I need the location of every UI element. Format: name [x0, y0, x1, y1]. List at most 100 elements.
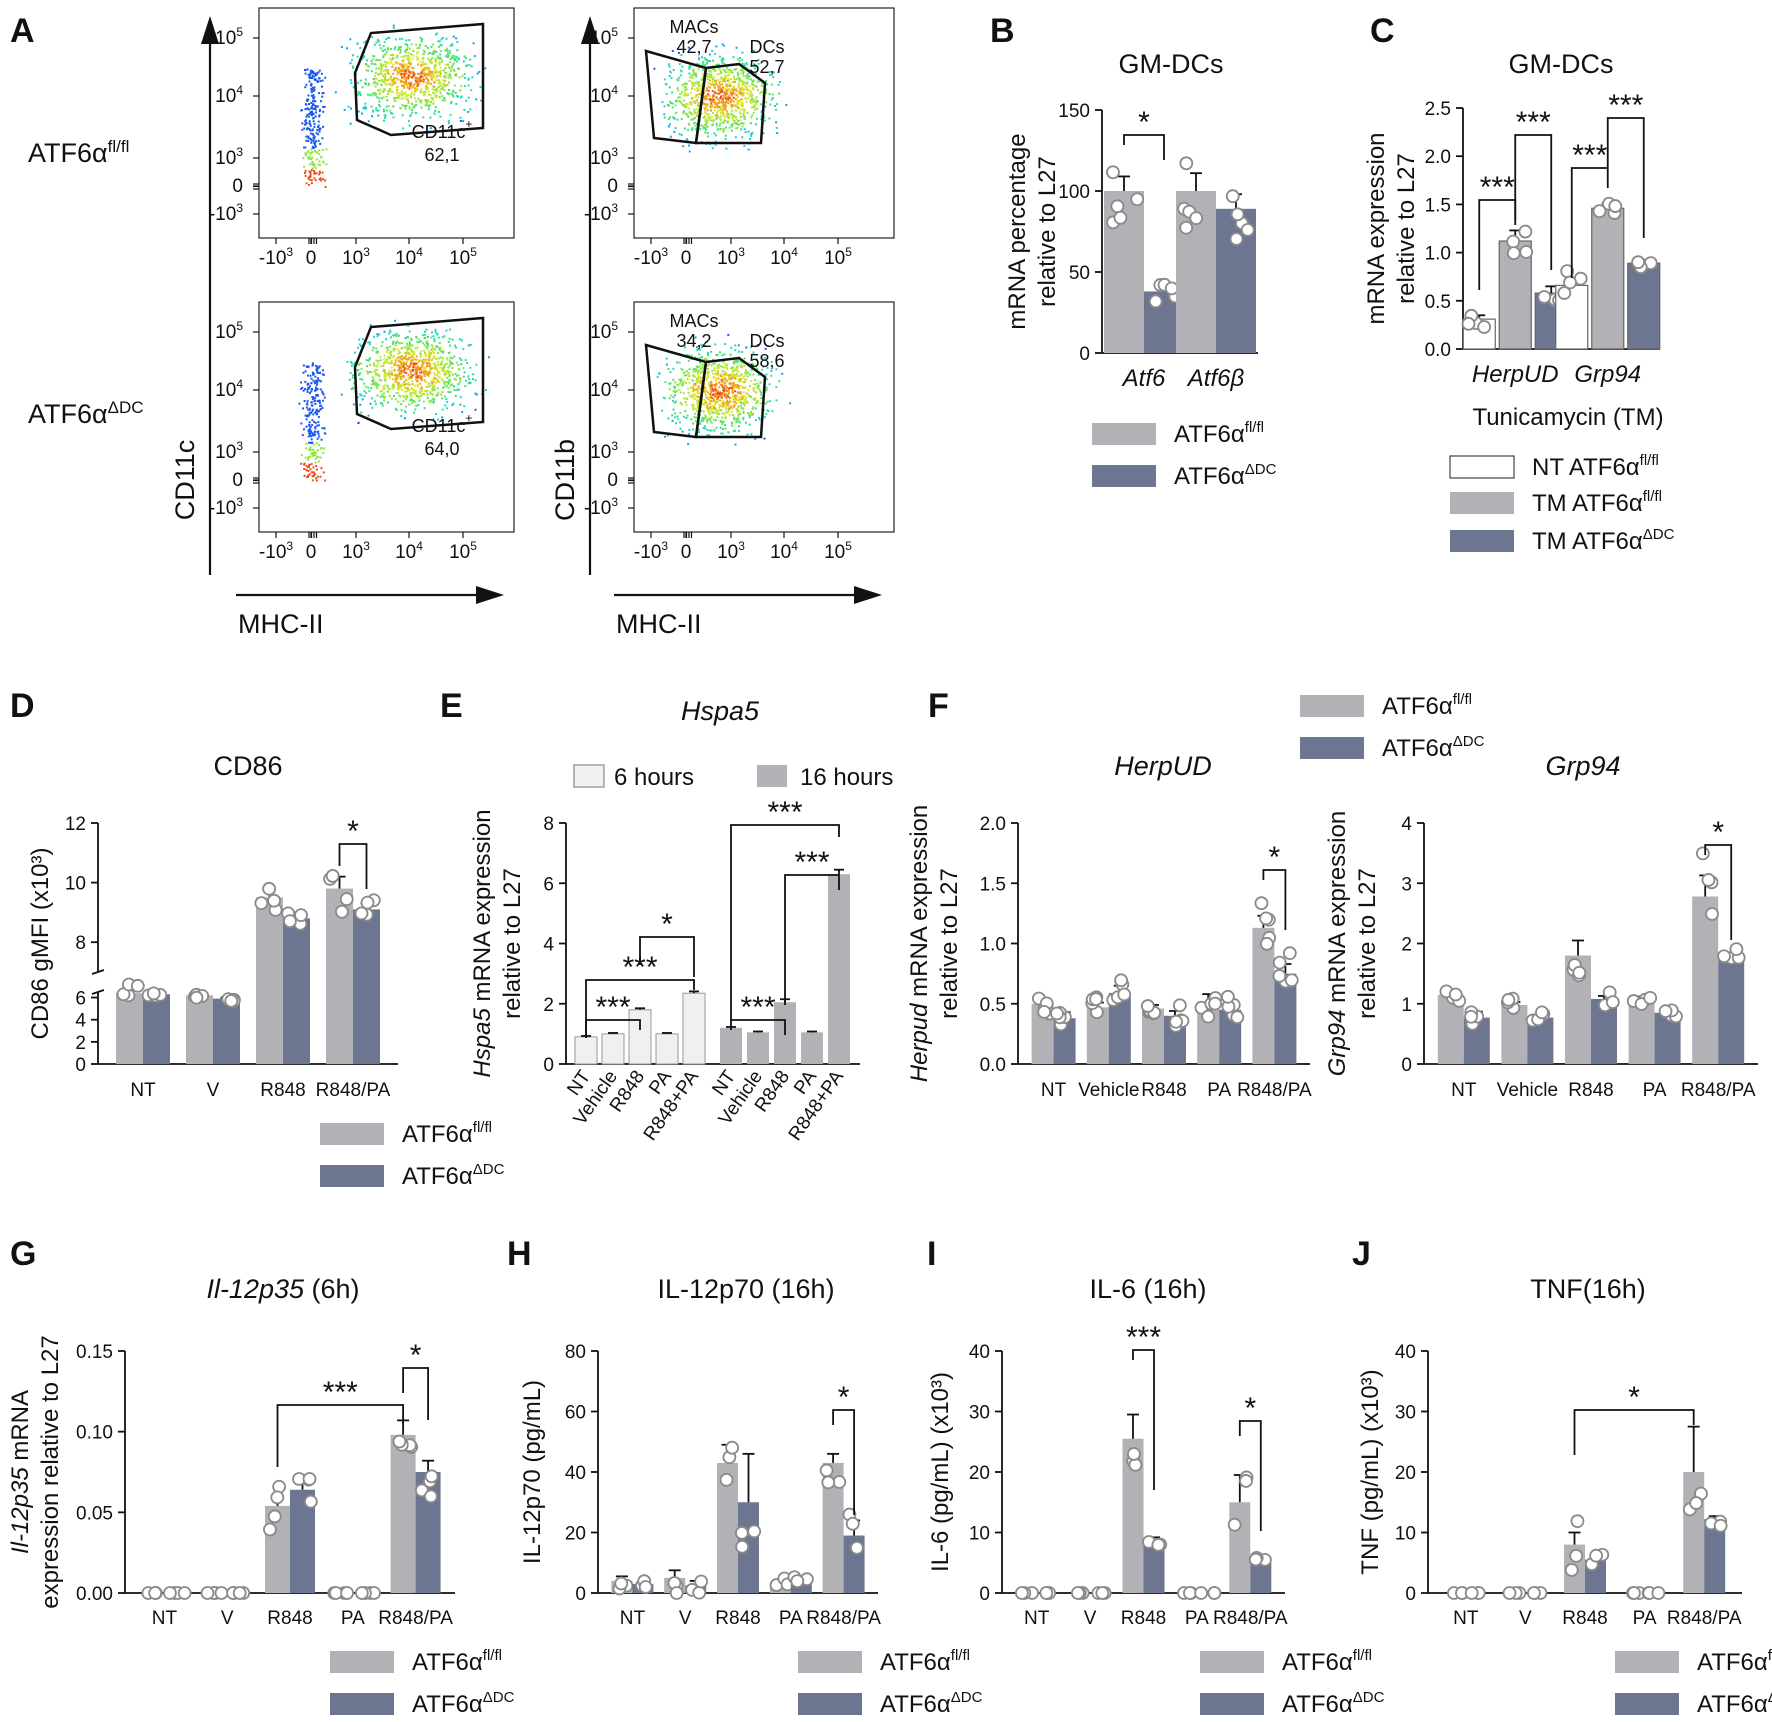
dot	[661, 409, 664, 412]
dot	[406, 361, 408, 364]
dot	[712, 411, 715, 414]
dot	[707, 89, 710, 92]
dot	[709, 393, 712, 396]
dot	[377, 360, 380, 362]
dot	[684, 381, 687, 384]
dot	[704, 98, 707, 101]
dot	[422, 53, 425, 56]
dot	[714, 102, 717, 105]
dot	[428, 352, 431, 355]
dot	[693, 389, 696, 392]
dot	[390, 362, 393, 365]
dot	[442, 82, 445, 85]
dot	[687, 128, 690, 131]
dot	[692, 118, 695, 121]
dot	[752, 111, 755, 114]
dot	[668, 388, 671, 391]
dot	[321, 392, 324, 395]
dot	[694, 116, 696, 119]
dot	[445, 397, 448, 400]
dot	[394, 342, 397, 345]
dot	[429, 58, 432, 61]
dot	[739, 398, 742, 401]
dot	[680, 133, 683, 136]
dot	[387, 48, 389, 51]
dot	[315, 365, 318, 367]
dot	[385, 38, 388, 41]
dot	[303, 172, 306, 174]
dot	[334, 91, 337, 94]
dot	[387, 89, 389, 92]
dot	[708, 69, 711, 72]
dot	[411, 369, 414, 372]
dot	[434, 348, 437, 351]
dot	[321, 427, 324, 430]
bar-E	[574, 1036, 598, 1065]
dot	[376, 38, 379, 41]
dot	[368, 343, 371, 346]
dot	[412, 400, 415, 403]
dot	[713, 109, 716, 112]
dot	[706, 371, 709, 374]
dot	[443, 96, 446, 99]
dot	[441, 366, 444, 369]
dot	[447, 366, 450, 369]
dot	[319, 405, 322, 407]
dot	[438, 61, 441, 64]
dot	[695, 94, 698, 97]
dot	[742, 71, 745, 73]
dot	[734, 98, 737, 100]
dot	[319, 408, 322, 411]
dot	[400, 89, 403, 92]
dot	[404, 64, 407, 67]
dot	[747, 97, 750, 100]
dot	[311, 145, 314, 148]
dot	[715, 45, 718, 48]
dot	[678, 133, 681, 136]
dot	[735, 78, 738, 81]
dot	[738, 90, 741, 93]
dot	[350, 59, 353, 62]
dot	[399, 383, 402, 386]
dot	[405, 70, 407, 73]
dot	[716, 353, 719, 356]
dot	[383, 395, 386, 398]
x-tick-label: 0	[306, 542, 317, 563]
dot	[397, 68, 400, 71]
dot	[675, 400, 677, 403]
dot	[310, 84, 313, 87]
dot	[740, 360, 743, 363]
dot	[743, 82, 746, 85]
dot	[318, 160, 321, 163]
dot	[712, 389, 715, 392]
dot	[366, 372, 369, 375]
dot	[731, 81, 734, 84]
dot	[397, 334, 400, 337]
dot	[311, 441, 314, 444]
dot	[730, 71, 732, 74]
significance-bracket	[1570, 167, 1609, 278]
dot	[399, 361, 402, 364]
flow-dots	[656, 333, 792, 446]
dot	[397, 94, 400, 97]
dot	[741, 125, 744, 128]
dot	[742, 112, 745, 115]
dot	[400, 80, 403, 83]
dot	[725, 393, 728, 396]
dot	[710, 100, 713, 103]
dot	[453, 385, 455, 388]
dot	[419, 355, 422, 358]
x-tick-label: 105	[824, 539, 852, 563]
dot	[687, 372, 690, 374]
dot	[433, 376, 436, 379]
dot	[314, 375, 317, 378]
dot	[400, 364, 403, 367]
dot	[356, 396, 359, 399]
bar-F2	[1718, 955, 1745, 1064]
dot	[711, 98, 714, 101]
dot	[433, 385, 436, 388]
dot	[693, 393, 696, 396]
dot	[316, 388, 319, 391]
dot	[713, 429, 716, 432]
dot	[381, 389, 384, 392]
